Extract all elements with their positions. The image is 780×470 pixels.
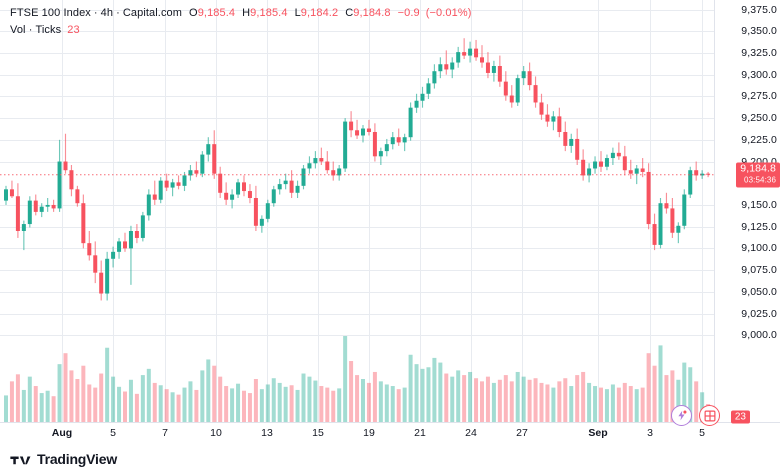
time-axis-tick: 15 (312, 427, 324, 439)
tradingview-brand[interactable]: TradingView (10, 451, 117, 467)
price-axis-tick: 9,000.0 (741, 329, 777, 342)
price-axis-tick: 9,300.0 (741, 68, 777, 81)
current-price-badge[interactable]: 9,184.8 03:54:36 (736, 162, 780, 188)
time-axis-tick: Aug (51, 427, 73, 439)
time-axis-tick: 27 (516, 427, 528, 439)
price-axis-tick: 9,075.0 (741, 264, 777, 277)
grid-icon (704, 410, 715, 421)
candlestick-series (0, 38, 714, 422)
price-axis-tick: 9,050.0 (741, 285, 777, 298)
time-axis-tick: 13 (261, 427, 273, 439)
time-axis-tick: 10 (210, 427, 222, 439)
price-axis-tick: 9,125.0 (741, 220, 777, 233)
price-axis-tick: 9,100.0 (741, 242, 777, 255)
chart-plot-area[interactable] (0, 0, 714, 422)
flash-icon (678, 410, 687, 421)
time-axis-tick: 24 (465, 427, 477, 439)
time-axis-tick: 5 (110, 427, 116, 439)
volume-value-badge[interactable]: 23 (730, 410, 750, 424)
price-axis-tick: 9,025.0 (741, 307, 777, 320)
bar-countdown: 03:54:36 (744, 175, 776, 185)
time-axis-tick: Sep (588, 427, 608, 439)
price-axis-tick: 9,375.0 (741, 3, 777, 16)
brand-text: TradingView (37, 451, 118, 467)
time-axis[interactable]: Aug 5 7 10 13 15 19 21 24 27 Sep 3 5 (0, 422, 780, 445)
time-axis-tick: 7 (162, 427, 168, 439)
price-axis[interactable]: 9,375.0 9,350.0 9,325.0 9,300.0 9,275.0 9,250… (714, 0, 780, 424)
time-axis-tick: 21 (414, 427, 426, 439)
price-axis-tick: 9,275.0 (741, 90, 777, 103)
current-price-value: 9,184.8 (740, 162, 776, 175)
price-axis-tick: 9,250.0 (741, 112, 777, 125)
price-axis-tick: 9,325.0 (741, 46, 777, 59)
scale-grid-button[interactable] (699, 405, 720, 426)
time-axis-tick: 19 (363, 427, 375, 439)
price-axis-tick: 9,150.0 (741, 198, 777, 211)
time-axis-tick: 5 (699, 427, 705, 439)
alert-flash-button[interactable] (671, 405, 692, 426)
price-axis-tick: 9,225.0 (741, 133, 777, 146)
tradingview-logo-icon (10, 456, 31, 464)
price-axis-tick: 9,350.0 (741, 25, 777, 38)
time-axis-tick: 3 (647, 427, 653, 439)
